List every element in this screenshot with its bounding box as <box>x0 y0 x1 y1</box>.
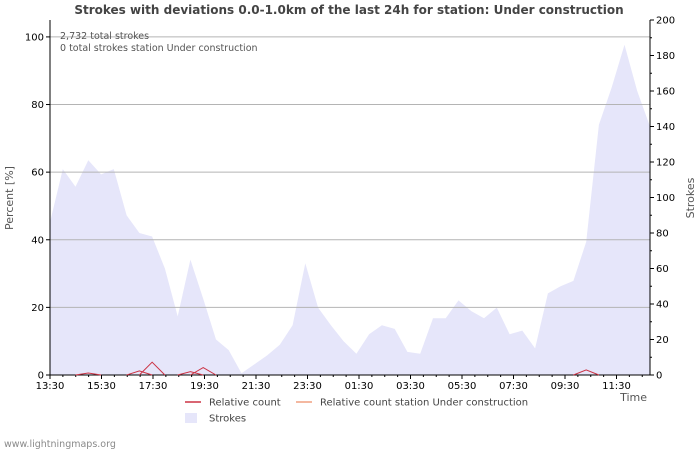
y-right-tick-label: 80 <box>656 229 669 240</box>
total-strokes-note: 2,732 total strokes <box>60 31 149 42</box>
relative-count-peak <box>126 370 153 376</box>
y-left-tick-label: 60 <box>31 168 44 179</box>
y-right-tick-label: 20 <box>656 335 669 346</box>
x-tick-label: 19:30 <box>190 381 219 392</box>
y-right-tick-label: 200 <box>656 16 675 27</box>
x-tick-label: 01:30 <box>345 381 374 392</box>
x-tick-label: 11:30 <box>602 381 631 392</box>
y-right-tick-label: 100 <box>656 193 675 204</box>
y-right-tick-label: 140 <box>656 122 675 133</box>
plot-area: 0 20 40 60 80 100 0 20 40 60 80 100 120 140 160 180 200 1… <box>25 16 675 393</box>
y-left-tick-label: 80 <box>31 100 44 111</box>
x-tick-label: 07:30 <box>499 381 528 392</box>
legend-label-0: Relative count <box>209 398 281 409</box>
y-left-tick-label: 100 <box>25 32 44 43</box>
y-right-tick-label: 160 <box>656 87 675 98</box>
x-tick-label: 21:30 <box>242 381 271 392</box>
y-right-tick-label: 120 <box>656 158 675 169</box>
x-tick-label: 23:30 <box>293 381 322 392</box>
y-axis-right-label: Strokes <box>684 177 697 218</box>
footer-watermark: www.lightningmaps.org <box>4 439 116 450</box>
y-right-tick-label: 40 <box>656 300 669 311</box>
station-strokes-note: 0 total strokes station Under constructi… <box>60 43 258 54</box>
strokes-area <box>50 44 650 376</box>
x-tick-label: 17:30 <box>139 381 168 392</box>
x-tick-label: 15:30 <box>87 381 116 392</box>
y-right-tick-label: 0 <box>656 371 662 382</box>
y-left-tick-label: 40 <box>31 235 44 246</box>
legend-label-1: Relative count station Under constructio… <box>320 398 528 409</box>
relative-count-peak <box>190 366 217 376</box>
legend-swatch-2 <box>185 413 197 423</box>
relative-count-peak <box>75 372 102 376</box>
legend-label-2: Strokes <box>209 414 246 425</box>
y-right-tick-label: 180 <box>656 51 675 62</box>
relative-count-peak <box>177 371 204 376</box>
relative-count-peak <box>573 369 600 376</box>
x-tick-label: 05:30 <box>448 381 477 392</box>
x-tick-label: 13:30 <box>36 381 65 392</box>
relative-count-peak <box>139 361 166 376</box>
y-right-tick-label: 60 <box>656 264 669 275</box>
y-left-tick-label: 0 <box>38 371 44 382</box>
chart-title: Strokes with deviations 0.0-1.0km of the… <box>74 3 623 17</box>
legend: Relative count Relative count station Und… <box>185 398 528 425</box>
y-axis-left-label: Percent [%] <box>3 166 16 230</box>
x-tick-label: 03:30 <box>396 381 425 392</box>
x-tick-label: 09:30 <box>551 381 580 392</box>
y-left-tick-label: 20 <box>31 303 44 314</box>
x-axis-label: Time <box>619 391 647 404</box>
